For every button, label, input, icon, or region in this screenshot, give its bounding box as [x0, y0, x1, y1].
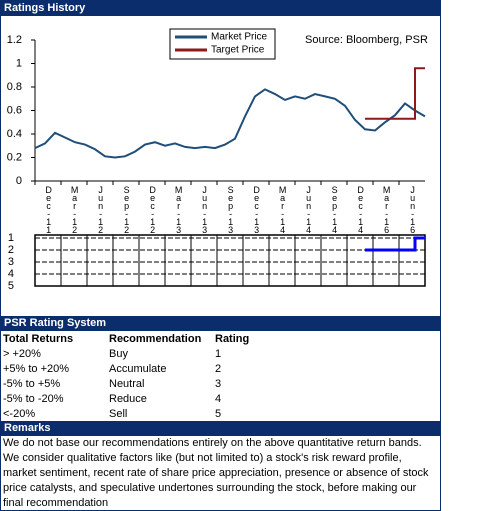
table-cell: 4: [215, 392, 222, 405]
table-cell: -5% to +5%: [3, 377, 61, 390]
x-tick-label: Jun-14: [304, 185, 314, 233]
x-tick-label: Mar-14: [278, 185, 288, 233]
x-tick-label: Mar-12: [70, 185, 80, 233]
table-cell: > +20%: [3, 347, 41, 360]
table-cell: <-20%: [3, 407, 36, 420]
chart: 0 0.2 0.4 0.6 0.8 1 1.2 Dec-11 Mar-12 Jun-12 Sep-1…: [7, 28, 428, 292]
table-cell: 5: [215, 407, 222, 420]
table-row: > +20% Buy 1: [3, 346, 249, 361]
y-tick-label: 0.2: [7, 151, 22, 163]
x-tick-label: Sep-12: [122, 185, 132, 233]
y-tick-label: 1.2: [7, 34, 22, 46]
y-tick-label: 0.6: [7, 104, 22, 116]
x-tick-label: Mar-13: [174, 185, 184, 233]
y-tick-label: 0.4: [7, 128, 22, 140]
section-header: PSR Rating System: [1, 316, 440, 331]
table-cell: Accumulate: [109, 362, 167, 375]
source-note: Source: Bloomberg, PSR: [305, 34, 428, 46]
table-row: -5% to -20% Reduce 4: [3, 391, 249, 406]
x-tick-label: Dec-11: [44, 185, 54, 233]
series-line: [365, 236, 425, 252]
y-tick-label: 4: [8, 268, 14, 280]
x-tick-label: Dec-13: [252, 185, 262, 233]
series-line: [34, 88, 426, 159]
column-header: Total Returns: [3, 332, 74, 345]
remarks-text: We consider qualitative factors like (bu…: [3, 452, 429, 509]
table-row: +5% to +20% Accumulate 2: [3, 361, 249, 376]
table-cell: 2: [215, 362, 222, 375]
table-cell: 1: [215, 347, 222, 360]
x-tick-label: Mar-16: [382, 185, 392, 233]
x-tick-label: Jun-13: [200, 185, 210, 233]
x-tick-label: Jun-16: [408, 185, 418, 233]
table-header-row: Total Returns Recommendation Rating: [3, 331, 249, 346]
table-row: <-20% Sell 5: [3, 406, 249, 421]
y-tick-label: 1: [16, 57, 22, 69]
column-header: Rating: [215, 332, 250, 345]
x-tick-label: Sep-13: [226, 185, 236, 233]
remarks: We do not base our recommendations entir…: [3, 436, 435, 511]
table-cell: Neutral: [109, 377, 145, 390]
y-tick-label: 3: [8, 256, 14, 268]
x-tick-label: Jun-12: [96, 185, 106, 233]
legend-label: Market Price: [211, 32, 268, 43]
table-cell: Sell: [109, 407, 128, 420]
table-cell: Reduce: [109, 392, 147, 405]
section-header: Ratings History: [1, 1, 440, 16]
column-header: Recommendation: [109, 332, 202, 345]
y-tick-label: 1: [8, 232, 14, 244]
y-tick-label: 0: [16, 175, 22, 187]
table-cell: 3: [215, 377, 222, 390]
table-row: -5% to +5% Neutral 3: [3, 376, 249, 391]
y-tick-label: 0.8: [7, 81, 22, 93]
legend-label: Target Price: [211, 45, 265, 56]
y-tick-label: 2: [8, 244, 14, 256]
table-cell: +5% to +20%: [3, 362, 70, 375]
table-cell: -5% to -20%: [3, 392, 64, 405]
rating-table: Total Returns Recommendation Rating > +2…: [3, 331, 249, 421]
section-header: Remarks: [1, 421, 440, 436]
y-tick-label: 5: [8, 280, 14, 292]
plot-frame: [34, 234, 426, 287]
x-tick-label: Dec-14: [356, 185, 366, 233]
remarks-text: We do not base our recommendations entir…: [3, 437, 422, 449]
series-line: [365, 67, 425, 120]
x-tick-label: Dec-12: [148, 185, 158, 233]
table-cell: Buy: [109, 347, 128, 360]
legend: [169, 28, 276, 60]
x-tick-label: Sep-14: [330, 185, 340, 233]
